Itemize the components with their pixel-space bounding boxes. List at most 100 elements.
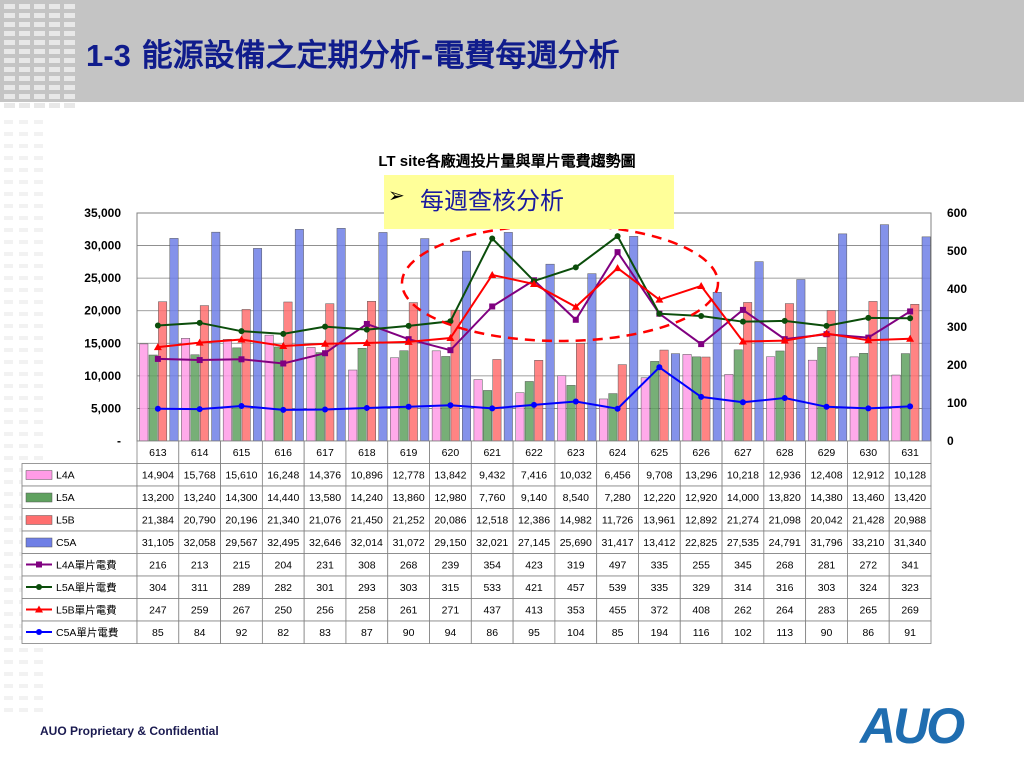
bar-l4a <box>431 350 441 442</box>
category-label: 629 <box>818 447 836 459</box>
table-value: 32,014 <box>351 537 383 549</box>
table-value: 268 <box>776 560 794 572</box>
table-value: 29,567 <box>225 537 257 549</box>
table-value: 31,417 <box>602 537 634 549</box>
line-marker <box>530 280 538 288</box>
bar-c5a <box>671 353 680 442</box>
table-value: 21,098 <box>769 515 801 527</box>
table-value: 85 <box>612 627 624 639</box>
line-marker <box>571 302 580 310</box>
line-marker <box>781 317 788 324</box>
table-value: 13,296 <box>685 470 717 482</box>
line-marker <box>572 264 579 271</box>
bar-l4a <box>222 339 232 442</box>
table-value: 21,384 <box>142 515 174 527</box>
table-value: 29,150 <box>434 537 466 549</box>
line-marker <box>279 342 288 349</box>
legend-swatch <box>25 470 53 480</box>
category-label: 616 <box>274 447 292 459</box>
table-value: 27,535 <box>727 537 759 549</box>
table-value: 264 <box>776 605 794 617</box>
bar-l5b <box>910 304 920 442</box>
arrow-bullet-icon: ➢ <box>388 183 405 207</box>
table-value: 31,340 <box>894 537 926 549</box>
legend-label: C5A <box>56 537 76 549</box>
line-marker <box>907 403 914 410</box>
category-label: 627 <box>734 447 752 459</box>
bar-l4a <box>557 375 567 442</box>
y-tick-label: 20,000 <box>84 304 121 318</box>
table-value: 14,300 <box>225 492 257 504</box>
legend-swatch <box>25 537 53 548</box>
line-marker <box>739 306 746 313</box>
line-marker <box>865 314 872 321</box>
legend-label: L5B單片電費 <box>56 604 117 617</box>
table-value: 267 <box>233 605 251 617</box>
table-value: 102 <box>734 627 752 639</box>
line-marker <box>196 319 203 326</box>
table-value: 250 <box>274 605 292 617</box>
category-label: 613 <box>149 447 167 459</box>
bar-l5b <box>158 301 168 442</box>
line-marker <box>613 264 622 272</box>
table-value: 87 <box>361 627 373 639</box>
y-tick-label: - <box>117 434 121 448</box>
table-value: 21,076 <box>309 515 341 527</box>
line-marker <box>489 405 496 412</box>
table-value: 12,912 <box>852 470 884 482</box>
y-tick-label: 35,000 <box>84 206 121 220</box>
line-marker <box>739 318 746 325</box>
table-value: 423 <box>525 560 543 572</box>
bar-l5a <box>148 354 158 442</box>
line-marker <box>447 318 454 325</box>
header-band <box>0 0 1024 102</box>
table-value: 32,021 <box>476 537 508 549</box>
legend-marker <box>36 629 42 635</box>
table-value: 12,220 <box>643 492 675 504</box>
table-value: 329 <box>692 582 710 594</box>
table-value: 95 <box>528 627 540 639</box>
table-value: 21,340 <box>267 515 299 527</box>
table-value: 94 <box>445 627 457 639</box>
table-value: 12,408 <box>810 470 842 482</box>
category-label: 620 <box>442 447 460 459</box>
table-value: 289 <box>233 582 251 594</box>
table-value: 269 <box>901 605 919 617</box>
bar-l5a <box>483 390 492 442</box>
line-marker <box>405 322 412 329</box>
bar-l5a <box>733 349 743 442</box>
line-marker <box>405 403 412 410</box>
table-value: 13,580 <box>309 492 341 504</box>
page-title: 1-3 能源設備之定期分析-電費每週分析 <box>86 30 619 74</box>
line-marker <box>154 405 161 412</box>
table-value: 216 <box>149 560 167 572</box>
legend-label: L5A單片電費 <box>56 581 117 594</box>
line-marker <box>322 323 329 330</box>
table-value: 32,495 <box>267 537 299 549</box>
footer-confidential: AUO Proprietary & Confidential <box>40 724 219 738</box>
category-label: 618 <box>358 447 376 459</box>
bar-c5a <box>169 238 179 442</box>
y-tick-label: 15,000 <box>84 336 121 350</box>
table-value: 83 <box>319 627 331 639</box>
line-marker <box>823 403 830 410</box>
table-value: 255 <box>692 560 710 572</box>
line-marker <box>697 281 706 289</box>
category-label: 619 <box>400 447 418 459</box>
table-value: 268 <box>400 560 418 572</box>
line-marker <box>698 393 705 400</box>
category-label: 615 <box>233 447 251 459</box>
table-value: 20,790 <box>184 515 216 527</box>
category-label: 614 <box>191 447 209 459</box>
table-value: 335 <box>651 582 669 594</box>
line-marker <box>572 316 579 323</box>
table-value: 13,412 <box>643 537 675 549</box>
legend-swatch <box>25 515 53 525</box>
line-marker <box>738 337 747 345</box>
table-value: 304 <box>149 582 167 594</box>
table-value: 116 <box>693 627 710 639</box>
title-number: 1-3 <box>86 38 131 73</box>
bar-c5a <box>253 248 263 442</box>
line-marker <box>614 233 621 240</box>
table-value: 13,460 <box>852 492 884 504</box>
